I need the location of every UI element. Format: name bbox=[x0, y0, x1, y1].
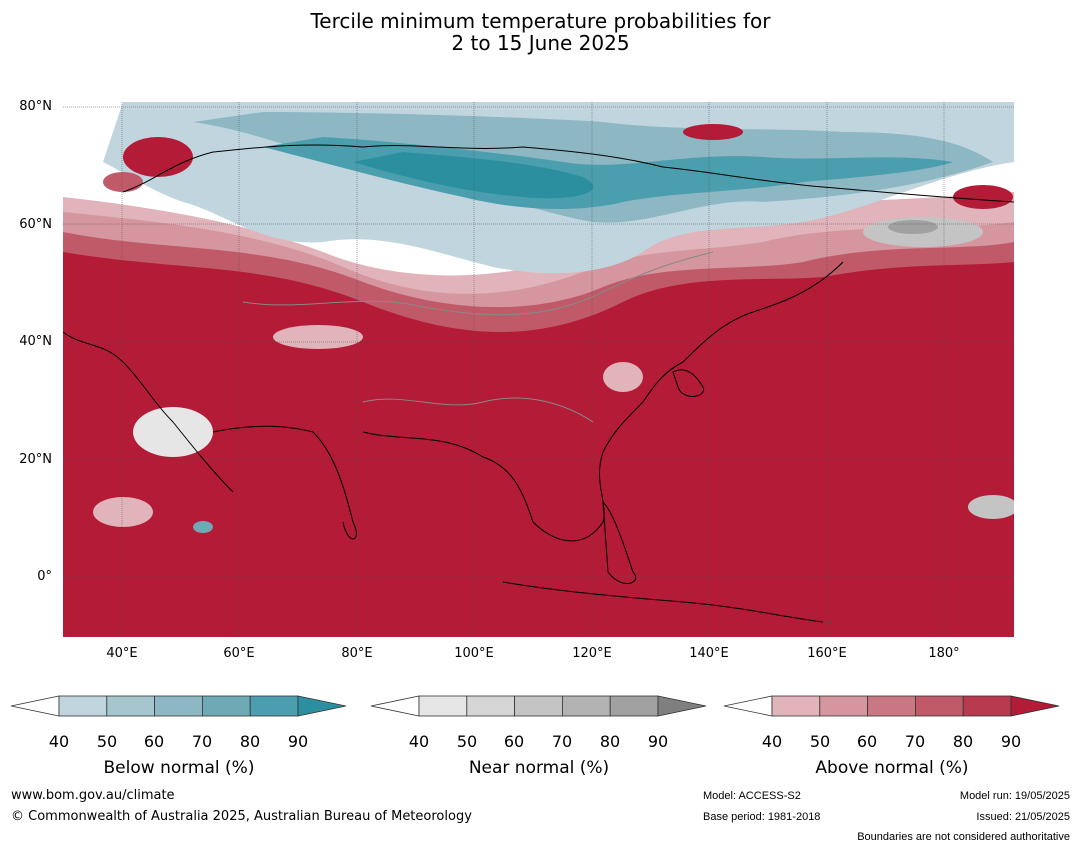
above-swatch-2 bbox=[819, 695, 869, 717]
near-tick-90: 90 bbox=[647, 732, 669, 751]
map-canvas bbox=[63, 102, 1014, 637]
near-tick-80: 80 bbox=[599, 732, 621, 751]
model-run-date: Model run: 19/05/2025 bbox=[959, 790, 1070, 802]
chart-title: Tercile minimum temperature probabilitie… bbox=[0, 10, 1081, 54]
below-normal-title: Below normal (%) bbox=[103, 758, 255, 778]
colorbar-near-swatches bbox=[370, 695, 707, 717]
probability-map bbox=[63, 102, 1014, 637]
above-swatch-gt90 bbox=[1010, 695, 1060, 717]
lon-label-60e: 60°E bbox=[223, 646, 255, 661]
near-swatch-5 bbox=[609, 695, 659, 717]
below-swatch-1 bbox=[58, 695, 108, 717]
lon-label-100e: 100°E bbox=[454, 646, 494, 661]
lat-label-40n: 40°N bbox=[19, 334, 52, 349]
near-swatch-2 bbox=[466, 695, 516, 717]
near-swatch-gt90 bbox=[657, 695, 707, 717]
above-tick-40: 40 bbox=[761, 732, 783, 751]
lat-label-60n: 60°N bbox=[19, 217, 52, 232]
below-swatch-lt40 bbox=[10, 695, 60, 717]
lat-label-0: 0° bbox=[37, 569, 52, 584]
title-line-1: Tercile minimum temperature probabilitie… bbox=[310, 9, 771, 33]
near-swatch-1 bbox=[418, 695, 468, 717]
below-tick-80: 80 bbox=[239, 732, 261, 751]
below-tick-50: 50 bbox=[96, 732, 118, 751]
lon-label-80e: 80°E bbox=[341, 646, 373, 661]
lon-label-140e: 140°E bbox=[689, 646, 729, 661]
website-link[interactable]: www.bom.gov.au/climate bbox=[11, 788, 175, 803]
boundaries-disclaimer: Boundaries are not considered authoritat… bbox=[857, 831, 1070, 843]
below-swatch-gt90 bbox=[297, 695, 347, 717]
copyright-text: © Commonwealth of Australia 2025, Austra… bbox=[11, 809, 472, 824]
above-swatch-4 bbox=[914, 695, 964, 717]
below-tick-90: 90 bbox=[287, 732, 309, 751]
near-tick-60: 60 bbox=[503, 732, 525, 751]
lon-label-180: 180° bbox=[928, 646, 960, 661]
above-swatch-5 bbox=[962, 695, 1012, 717]
below-swatch-2 bbox=[106, 695, 156, 717]
near-normal-title: Near normal (%) bbox=[468, 758, 610, 778]
colorbar-below-swatches bbox=[10, 695, 347, 717]
above-tick-70: 70 bbox=[904, 732, 926, 751]
colorbar-below-normal bbox=[10, 695, 347, 732]
above-swatch-lt40 bbox=[723, 695, 773, 717]
colorbar-above-swatches bbox=[723, 695, 1060, 717]
colorbar-near-normal bbox=[370, 695, 707, 732]
lon-label-160e: 160°E bbox=[807, 646, 847, 661]
title-line-2: 2 to 15 June 2025 bbox=[451, 31, 630, 55]
above-swatch-1 bbox=[771, 695, 821, 717]
above-tick-80: 80 bbox=[952, 732, 974, 751]
above-tick-90: 90 bbox=[1000, 732, 1022, 751]
near-swatch-3 bbox=[514, 695, 563, 717]
above-tick-60: 60 bbox=[856, 732, 878, 751]
near-swatch-4 bbox=[561, 695, 611, 717]
above-swatch-3 bbox=[867, 695, 916, 717]
near-tick-70: 70 bbox=[551, 732, 573, 751]
lat-label-80n: 80°N bbox=[19, 99, 52, 114]
below-tick-60: 60 bbox=[143, 732, 165, 751]
below-tick-70: 70 bbox=[191, 732, 213, 751]
below-swatch-5 bbox=[249, 695, 299, 717]
near-tick-50: 50 bbox=[456, 732, 478, 751]
near-tick-40: 40 bbox=[408, 732, 430, 751]
below-swatch-3 bbox=[154, 695, 203, 717]
issued-date: Issued: 21/05/2025 bbox=[976, 811, 1070, 823]
lon-label-120e: 120°E bbox=[572, 646, 612, 661]
lon-label-40e: 40°E bbox=[106, 646, 138, 661]
model-name: Model: ACCESS-S2 bbox=[703, 790, 801, 802]
near-swatch-lt40 bbox=[370, 695, 420, 717]
below-swatch-4 bbox=[201, 695, 251, 717]
below-tick-40: 40 bbox=[48, 732, 70, 751]
colorbar-above-normal bbox=[723, 695, 1060, 732]
base-period: Base period: 1981-2018 bbox=[703, 811, 821, 823]
lat-label-20n: 20°N bbox=[19, 452, 52, 467]
above-normal-title: Above normal (%) bbox=[815, 758, 969, 778]
above-tick-50: 50 bbox=[809, 732, 831, 751]
